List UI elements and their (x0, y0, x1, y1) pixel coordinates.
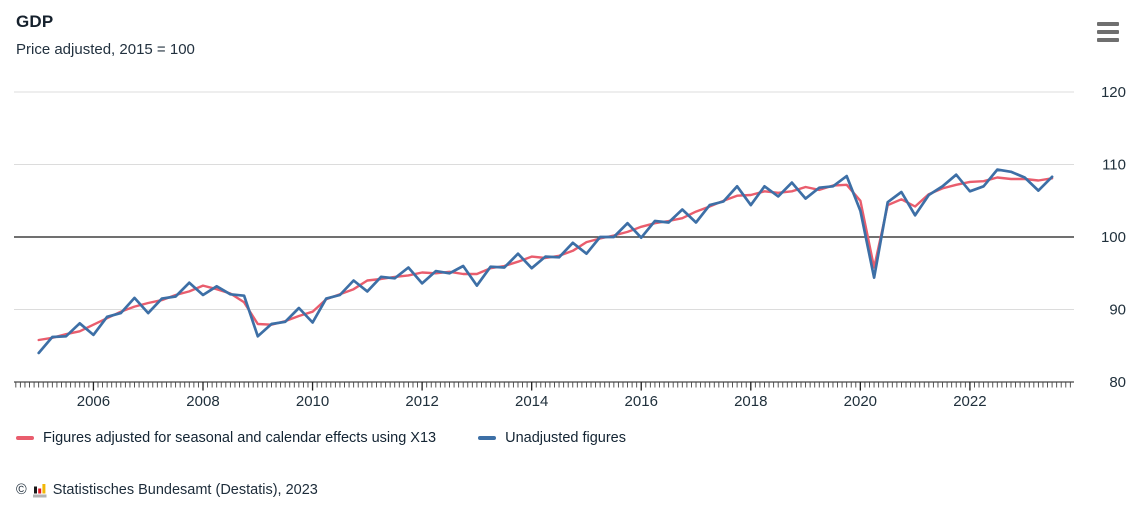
x-axis-minor-ticks (15, 382, 1071, 388)
unadjusted-series-line (37, 168, 1054, 355)
chart-menu-button[interactable] (1097, 22, 1119, 42)
hamburger-menu-icon (1097, 22, 1119, 26)
x-axis-tick-label: 2020 (844, 393, 877, 410)
y-axis-tick-label: 80 (1109, 374, 1126, 391)
legend-item-adjusted[interactable]: Figures adjusted for seasonal and calend… (16, 430, 436, 446)
x-axis-tick-label: 2022 (953, 393, 986, 410)
adjusted-series-line-icon (16, 436, 34, 440)
unadjusted-series-line-icon (478, 436, 497, 440)
y-axis-tick-label: 90 (1109, 302, 1126, 319)
x-axis-tick-label: 2014 (515, 393, 548, 410)
x-axis-tick-label: 2012 (405, 393, 438, 410)
x-axis-tick-label: 2008 (186, 393, 219, 410)
y-axis-tick-label: 100 (1101, 229, 1126, 246)
legend-item-unadjusted[interactable]: Unadjusted figures (478, 430, 626, 446)
page-title: GDP (16, 12, 54, 31)
y-axis-tick-label: 120 (1101, 84, 1126, 101)
y-axis-tick-label: 110 (1102, 157, 1126, 174)
x-axis-tick-label: 2006 (77, 393, 110, 410)
destatis-bar-chart-logo (32, 483, 47, 498)
chart-legend: Figures adjusted for seasonal and calend… (16, 430, 626, 446)
x-axis-tick-label: 2010 (296, 393, 329, 410)
legend-label-unadjusted: Unadjusted figures (505, 430, 627, 446)
gdp-line-chart[interactable]: 120 110 100 90 80 2006 2008 2010 2012 2014 2016 201… (0, 70, 1136, 420)
copyright-symbol: © (16, 482, 27, 498)
source-line: © Statistisches Bundesamt (Destatis), 20… (16, 482, 318, 498)
chart-subtitle: Price adjusted, 2015 = 100 (16, 41, 195, 58)
adjusted-series-line (37, 176, 1054, 342)
source-text: Statistisches Bundesamt (Destatis), 2023 (52, 482, 318, 498)
hamburger-menu-icon (1097, 38, 1119, 42)
x-axis-tick-label: 2016 (625, 393, 658, 410)
hamburger-menu-icon (1097, 30, 1119, 34)
x-axis-tick-label: 2018 (734, 393, 767, 410)
chart-plot-area[interactable]: 120 110 100 90 80 2006 2008 2010 2012 2014 2016 201… (0, 70, 1136, 420)
chart-header: GDP Price adjusted, 2015 = 100 (16, 12, 195, 58)
legend-label-adjusted: Figures adjusted for seasonal and calend… (43, 430, 437, 446)
